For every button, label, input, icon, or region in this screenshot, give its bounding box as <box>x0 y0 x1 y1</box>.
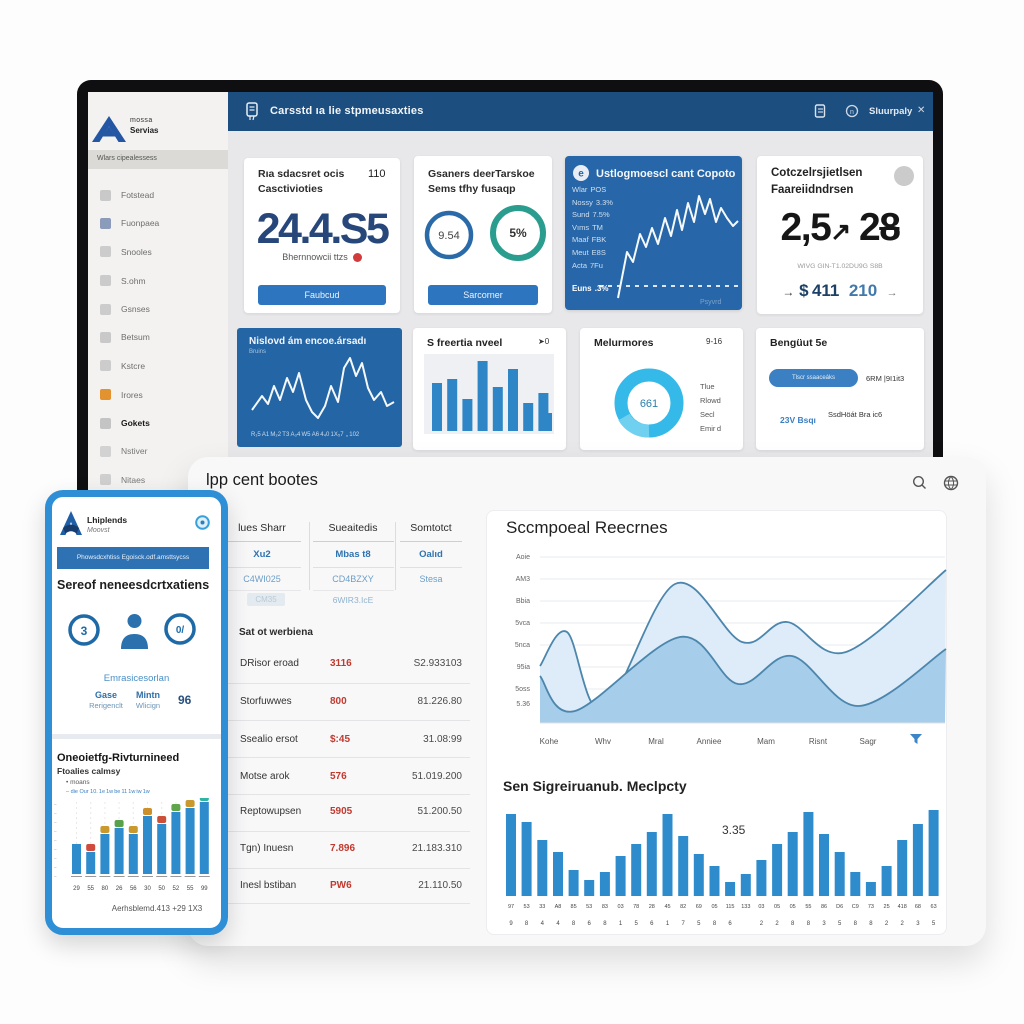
svg-text:2: 2 <box>885 921 889 927</box>
svg-text:05: 05 <box>790 904 796 910</box>
svg-text:80: 80 <box>102 886 109 892</box>
svg-text:33: 33 <box>539 904 545 910</box>
svg-text:8: 8 <box>572 921 576 927</box>
svg-text:Kohe: Kohe <box>540 737 559 746</box>
svg-text:115: 115 <box>726 904 735 910</box>
svg-text:Aoie: Aoie <box>516 554 530 561</box>
svg-text:6: 6 <box>650 921 654 927</box>
svg-text:1: 1 <box>619 921 623 927</box>
svg-text:–: – <box>54 874 57 879</box>
svg-text:7: 7 <box>682 921 686 927</box>
svg-text:3: 3 <box>916 921 920 927</box>
svg-text:8: 8 <box>807 921 811 927</box>
svg-text:–: – <box>54 847 57 852</box>
svg-text:85: 85 <box>571 904 577 910</box>
svg-text:8: 8 <box>525 921 529 927</box>
svg-text:83: 83 <box>602 904 608 910</box>
svg-text:2: 2 <box>775 921 779 927</box>
svg-text:Anniee: Anniee <box>697 737 722 746</box>
svg-text:86: 86 <box>821 904 827 910</box>
svg-text:29: 29 <box>73 886 80 892</box>
svg-text:0/: 0/ <box>176 625 185 636</box>
svg-text:e: e <box>578 169 584 180</box>
svg-text:45: 45 <box>664 904 670 910</box>
svg-text:Bbia: Bbia <box>516 598 530 605</box>
svg-text:52: 52 <box>173 886 180 892</box>
svg-text:R₁5 A1 M₂2 T3 A₃4 W5 A6 4₄0 1X: R₁5 A1 M₂2 T3 A₃4 W5 A6 4₄0 1X₅7 „ 102 <box>251 432 360 438</box>
svg-text:418: 418 <box>898 904 907 910</box>
svg-text:Mral: Mral <box>648 737 664 746</box>
svg-text:661: 661 <box>640 398 658 410</box>
svg-text:AM3: AM3 <box>516 576 531 583</box>
svg-text:73: 73 <box>868 904 874 910</box>
svg-text:28: 28 <box>649 904 655 910</box>
svg-text:78: 78 <box>633 904 639 910</box>
svg-text:6: 6 <box>728 921 732 927</box>
svg-text:5: 5 <box>697 921 701 927</box>
svg-text:n: n <box>850 109 854 116</box>
svg-text:30: 30 <box>144 886 151 892</box>
svg-text:3.35: 3.35 <box>722 823 746 837</box>
svg-text:–: – <box>54 838 57 843</box>
svg-text:4: 4 <box>541 921 545 927</box>
svg-text:05: 05 <box>774 904 780 910</box>
svg-text:Whv: Whv <box>595 737 611 746</box>
svg-text:Mam: Mam <box>757 737 775 746</box>
svg-text:–: – <box>54 802 57 807</box>
svg-text:–: – <box>54 865 57 870</box>
svg-text:2: 2 <box>760 921 764 927</box>
svg-text:6: 6 <box>588 921 592 927</box>
svg-text:26: 26 <box>116 886 123 892</box>
svg-text:–: – <box>54 811 57 816</box>
svg-text:9: 9 <box>509 921 513 927</box>
svg-text:Sagr: Sagr <box>860 737 877 746</box>
svg-text:55: 55 <box>805 904 811 910</box>
svg-text:5: 5 <box>932 921 936 927</box>
svg-text:A8: A8 <box>555 904 562 910</box>
svg-text:Psyvrd: Psyvrd <box>700 299 722 306</box>
svg-text:03: 03 <box>758 904 764 910</box>
svg-text:3: 3 <box>81 624 88 638</box>
svg-text:5oss: 5oss <box>515 686 530 693</box>
svg-text:97: 97 <box>508 904 514 910</box>
svg-text:82: 82 <box>680 904 686 910</box>
svg-text:Risnt: Risnt <box>809 737 828 746</box>
svg-text:8: 8 <box>603 921 607 927</box>
svg-text:25: 25 <box>884 904 890 910</box>
svg-text:4: 4 <box>556 921 560 927</box>
svg-text:1: 1 <box>666 921 670 927</box>
svg-text:–: – <box>54 829 57 834</box>
svg-text:D6: D6 <box>836 904 843 910</box>
svg-text:133: 133 <box>741 904 750 910</box>
svg-text:5%: 5% <box>509 226 527 240</box>
svg-text:53: 53 <box>524 904 530 910</box>
svg-text:53: 53 <box>586 904 592 910</box>
svg-text:8: 8 <box>713 921 717 927</box>
svg-text:05: 05 <box>711 904 717 910</box>
svg-text:8: 8 <box>854 921 858 927</box>
svg-text:5nca: 5nca <box>515 642 530 649</box>
svg-text:5: 5 <box>838 921 842 927</box>
svg-text:5vca: 5vca <box>515 620 530 627</box>
svg-text:95ia: 95ia <box>517 664 530 671</box>
svg-text:5: 5 <box>635 921 639 927</box>
svg-text:5.36: 5.36 <box>516 701 530 708</box>
svg-text:3: 3 <box>822 921 826 927</box>
svg-text:2: 2 <box>901 921 905 927</box>
svg-text:03: 03 <box>618 904 624 910</box>
svg-text:C9: C9 <box>852 904 859 910</box>
svg-text:56: 56 <box>130 886 137 892</box>
svg-text:63: 63 <box>931 904 937 910</box>
svg-text:8: 8 <box>869 921 873 927</box>
svg-text:–: – <box>54 820 57 825</box>
svg-text:9.54: 9.54 <box>438 230 459 242</box>
svg-text:50: 50 <box>158 886 165 892</box>
svg-text:–: – <box>54 856 57 861</box>
svg-text:68: 68 <box>915 904 921 910</box>
svg-text:55: 55 <box>187 886 194 892</box>
svg-text:99: 99 <box>201 886 208 892</box>
svg-text:69: 69 <box>696 904 702 910</box>
svg-text:55: 55 <box>87 886 94 892</box>
svg-text:8: 8 <box>791 921 795 927</box>
